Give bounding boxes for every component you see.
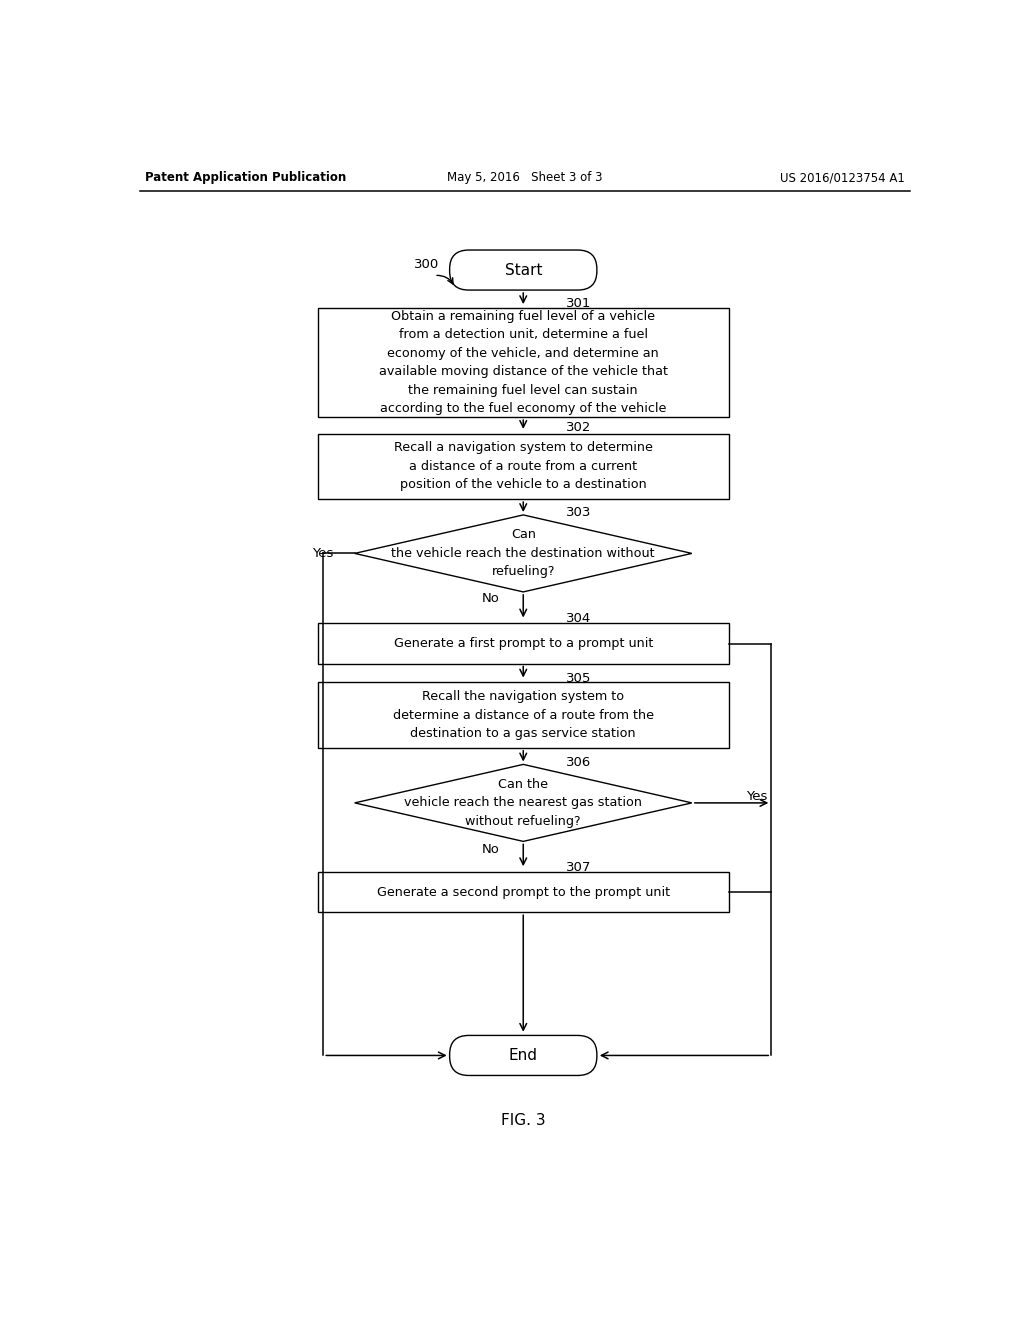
FancyBboxPatch shape xyxy=(317,623,729,664)
Text: Generate a second prompt to the prompt unit: Generate a second prompt to the prompt u… xyxy=(377,886,670,899)
FancyBboxPatch shape xyxy=(317,873,729,912)
Text: 305: 305 xyxy=(566,672,591,685)
Text: Obtain a remaining fuel level of a vehicle
from a detection unit, determine a fu: Obtain a remaining fuel level of a vehic… xyxy=(379,310,668,416)
Text: No: No xyxy=(481,593,500,606)
Text: 304: 304 xyxy=(566,612,591,626)
Text: Start: Start xyxy=(505,263,542,277)
Text: 307: 307 xyxy=(566,861,591,874)
FancyBboxPatch shape xyxy=(450,1035,597,1076)
Text: 306: 306 xyxy=(566,756,591,770)
Text: May 5, 2016   Sheet 3 of 3: May 5, 2016 Sheet 3 of 3 xyxy=(447,172,602,185)
Text: Yes: Yes xyxy=(746,791,767,804)
Text: FIG. 3: FIG. 3 xyxy=(501,1113,546,1129)
Text: Generate a first prompt to a prompt unit: Generate a first prompt to a prompt unit xyxy=(393,638,653,649)
Text: Yes: Yes xyxy=(311,546,333,560)
Text: US 2016/0123754 A1: US 2016/0123754 A1 xyxy=(779,172,904,185)
Text: 301: 301 xyxy=(566,297,591,310)
Polygon shape xyxy=(354,764,692,841)
FancyBboxPatch shape xyxy=(317,308,729,417)
Text: Can the
vehicle reach the nearest gas station
without refueling?: Can the vehicle reach the nearest gas st… xyxy=(404,777,642,828)
Text: End: End xyxy=(509,1048,538,1063)
Text: 303: 303 xyxy=(566,506,591,519)
Text: 300: 300 xyxy=(414,259,439,271)
Text: Recall the navigation system to
determine a distance of a route from the
destina: Recall the navigation system to determin… xyxy=(393,690,653,741)
Text: Patent Application Publication: Patent Application Publication xyxy=(145,172,346,185)
Text: 302: 302 xyxy=(566,421,591,434)
Text: Can
the vehicle reach the destination without
refueling?: Can the vehicle reach the destination wi… xyxy=(391,528,655,578)
Text: Recall a navigation system to determine
a distance of a route from a current
pos: Recall a navigation system to determine … xyxy=(394,441,652,491)
FancyBboxPatch shape xyxy=(317,434,729,499)
Polygon shape xyxy=(354,515,692,591)
FancyBboxPatch shape xyxy=(450,249,597,290)
FancyBboxPatch shape xyxy=(317,682,729,748)
Text: No: No xyxy=(481,843,500,857)
